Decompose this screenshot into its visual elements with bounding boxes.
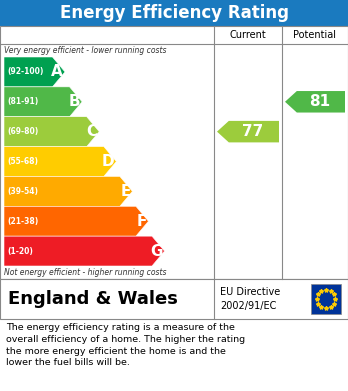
Text: D: D	[102, 154, 114, 169]
Text: 77: 77	[242, 124, 263, 139]
Polygon shape	[4, 206, 149, 236]
Bar	[0, 26, 348, 279]
Polygon shape	[4, 87, 82, 117]
Text: (21-38): (21-38)	[7, 217, 38, 226]
Text: 81: 81	[309, 94, 330, 109]
Text: Current: Current	[230, 30, 266, 40]
Text: (69-80): (69-80)	[7, 127, 38, 136]
Text: (55-68): (55-68)	[7, 157, 38, 166]
Polygon shape	[285, 91, 345, 113]
Polygon shape	[4, 147, 116, 176]
Text: G: G	[150, 244, 163, 258]
Text: F: F	[136, 214, 147, 229]
Text: (1-20): (1-20)	[7, 247, 33, 256]
Bar	[311, 284, 341, 314]
Text: (81-91): (81-91)	[7, 97, 38, 106]
Polygon shape	[4, 236, 165, 266]
Text: C: C	[86, 124, 97, 139]
Text: Not energy efficient - higher running costs: Not energy efficient - higher running co…	[4, 268, 166, 277]
Text: Energy Efficiency Rating: Energy Efficiency Rating	[60, 4, 288, 22]
Bar	[0, 0, 348, 26]
Text: Very energy efficient - lower running costs: Very energy efficient - lower running co…	[4, 46, 166, 55]
Text: A: A	[52, 65, 63, 79]
Text: EU Directive
2002/91/EC: EU Directive 2002/91/EC	[220, 287, 280, 310]
Text: B: B	[69, 94, 80, 109]
Polygon shape	[4, 57, 65, 87]
Polygon shape	[217, 121, 279, 142]
Polygon shape	[4, 176, 132, 206]
Text: Potential: Potential	[293, 30, 337, 40]
Text: (92-100): (92-100)	[7, 67, 44, 76]
Polygon shape	[4, 117, 99, 147]
Text: (39-54): (39-54)	[7, 187, 38, 196]
Text: The energy efficiency rating is a measure of the
overall efficiency of a home. T: The energy efficiency rating is a measur…	[6, 323, 245, 368]
Text: E: E	[120, 184, 130, 199]
Bar	[0, 279, 348, 319]
Text: England & Wales: England & Wales	[8, 290, 178, 308]
